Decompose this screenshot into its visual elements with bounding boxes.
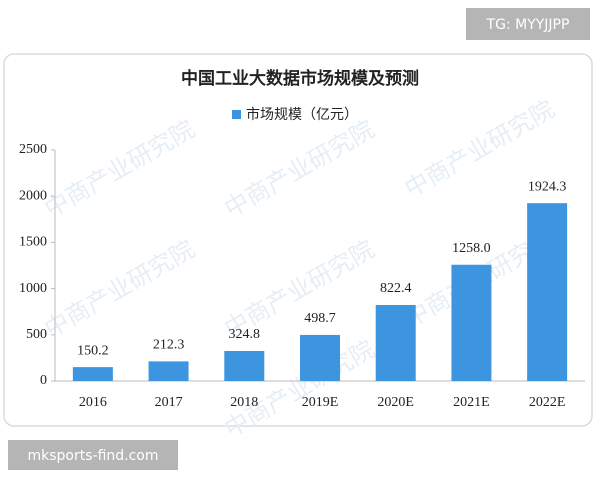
chart-title: 中国工业大数据市场规模及预测 — [181, 68, 419, 89]
value-label: 324.8 — [229, 327, 261, 342]
value-label: 822.4 — [380, 281, 412, 296]
bar — [375, 305, 416, 381]
value-label: 212.3 — [153, 338, 185, 353]
bar — [72, 367, 113, 381]
bottom-tag-box — [8, 440, 178, 470]
value-label: 1924.3 — [528, 179, 567, 194]
x-tick-label: 2019E — [302, 395, 339, 410]
y-tick-label: 1500 — [19, 235, 47, 250]
top-tag-box — [466, 8, 590, 40]
bar — [300, 334, 340, 381]
y-tick-label: 500 — [26, 327, 47, 342]
y-tick-label: 0 — [40, 373, 47, 388]
legend-label: 市场规模（亿元） — [246, 106, 358, 123]
legend-swatch — [232, 110, 241, 119]
value-label: 150.2 — [77, 343, 109, 358]
bar — [527, 203, 568, 381]
x-tick-label: 2022E — [529, 395, 566, 410]
bar — [148, 361, 189, 381]
value-label: 1258.0 — [452, 241, 491, 256]
bar — [451, 264, 492, 381]
x-tick-label: 2017 — [155, 395, 183, 410]
bottom-tag: mksports-find.com — [27, 448, 158, 464]
top-tag: TG: MYYJJPP — [486, 17, 570, 33]
y-tick-label: 2500 — [19, 142, 47, 157]
y-tick-label: 2000 — [19, 188, 47, 203]
x-tick-label: 2020E — [377, 395, 414, 410]
x-tick-label: 2021E — [453, 395, 490, 410]
x-tick-label: 2018 — [230, 395, 258, 410]
bar — [224, 350, 265, 381]
y-tick-label: 1000 — [19, 281, 47, 296]
x-tick-label: 2016 — [79, 395, 107, 410]
chart-frame — [3, 53, 593, 427]
value-label: 498.7 — [304, 311, 336, 326]
